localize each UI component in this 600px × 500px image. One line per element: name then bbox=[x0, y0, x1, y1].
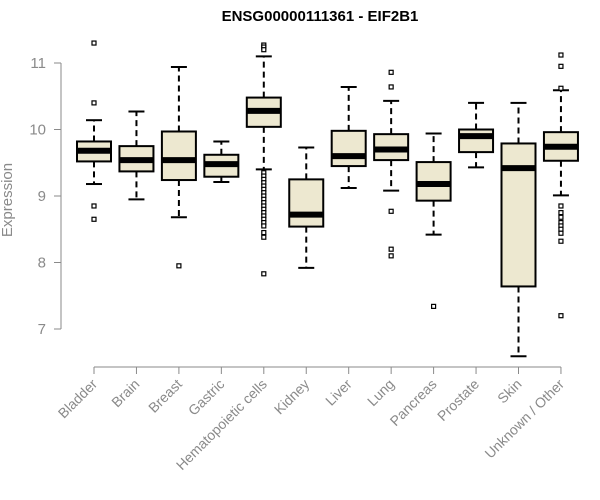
box-lung bbox=[373, 69, 410, 259]
y-tick-label: 9 bbox=[38, 188, 46, 205]
x-tick-label: Lung bbox=[364, 376, 397, 409]
box-body bbox=[458, 128, 495, 154]
outlier-point bbox=[261, 47, 267, 53]
outlier-point bbox=[558, 210, 564, 216]
outlier-point bbox=[91, 203, 97, 209]
outlier-point bbox=[388, 246, 394, 252]
outlier-point bbox=[558, 203, 564, 209]
outlier-point bbox=[431, 303, 437, 309]
box-liver bbox=[330, 85, 367, 190]
x-tick-label: Kidney bbox=[271, 376, 313, 418]
x-tick-label: Pancreas bbox=[387, 376, 440, 429]
x-tick-label: Prostate bbox=[434, 376, 482, 424]
box-skin bbox=[500, 101, 537, 358]
y-tick-label: 10 bbox=[29, 122, 46, 139]
outlier-point bbox=[176, 263, 182, 269]
outlier-point bbox=[388, 253, 394, 259]
outlier-point bbox=[261, 271, 267, 277]
box-prostate bbox=[458, 101, 495, 169]
outlier-point bbox=[261, 229, 267, 236]
x-tick-label: Skin bbox=[494, 376, 525, 407]
outlier-point bbox=[388, 208, 394, 214]
outlier-point bbox=[91, 100, 97, 106]
y-tick-label: 11 bbox=[30, 55, 46, 72]
box-hematopoietic-cells bbox=[245, 42, 282, 277]
box-gastric bbox=[203, 140, 240, 184]
box-unknown-other bbox=[542, 52, 579, 319]
x-tick-label: Unknown / Other bbox=[481, 376, 567, 462]
box-body bbox=[160, 130, 197, 182]
box-breast bbox=[160, 65, 197, 269]
x-tick-label: Breast bbox=[145, 376, 185, 416]
y-axis-title: Expression bbox=[0, 163, 16, 237]
box-body bbox=[500, 142, 537, 288]
outlier-point bbox=[91, 216, 97, 222]
outlier-point bbox=[261, 234, 267, 240]
box-kidney bbox=[288, 146, 325, 269]
outlier-point bbox=[558, 214, 564, 220]
box-bladder bbox=[76, 40, 112, 222]
x-tick-label: Liver bbox=[322, 376, 355, 409]
outlier-point bbox=[558, 230, 564, 236]
outlier-point bbox=[558, 63, 564, 69]
y-tick-label: 8 bbox=[38, 255, 46, 272]
outlier-point bbox=[558, 52, 564, 58]
outlier-point bbox=[558, 313, 564, 319]
outlier-point bbox=[558, 85, 564, 91]
box-body bbox=[330, 129, 367, 168]
box-group bbox=[76, 40, 579, 358]
x-tick-label: Brain bbox=[108, 376, 142, 410]
box-pancreas bbox=[415, 132, 452, 309]
outlier-point bbox=[388, 84, 394, 90]
outlier-point bbox=[91, 40, 97, 46]
x-tick-label: Bladder bbox=[55, 376, 101, 422]
box-body bbox=[288, 178, 325, 228]
outlier-point bbox=[388, 69, 394, 75]
y-axis: 7 8 9 10 11 bbox=[29, 55, 62, 338]
outlier-point bbox=[261, 223, 267, 229]
outlier-point bbox=[558, 238, 564, 244]
chart-title: ENSG00000111361 - EIF2B1 bbox=[221, 8, 419, 25]
y-tick-label: 7 bbox=[38, 321, 46, 338]
box-brain bbox=[118, 110, 155, 201]
